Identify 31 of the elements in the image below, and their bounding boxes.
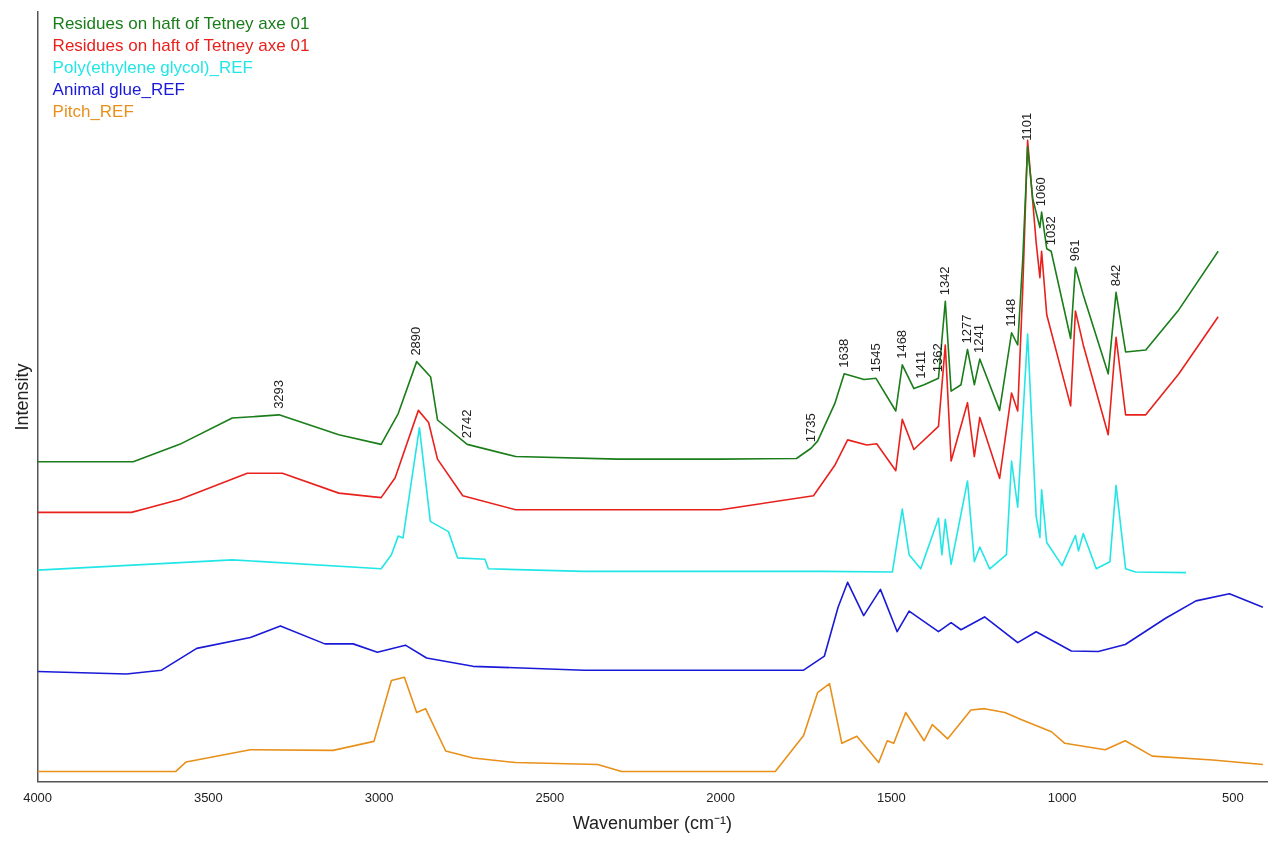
text: Animal glue_REF xyxy=(52,80,185,100)
x-tick-label: 2000 xyxy=(706,790,736,806)
x-tick-label: 2500 xyxy=(535,790,565,806)
x-tick-label: 3000 xyxy=(364,790,394,806)
x-tick-label: 1000 xyxy=(1047,790,1077,806)
annotation: 1735 xyxy=(802,413,818,443)
annotation: 2742 xyxy=(458,409,474,439)
annotation: 3293 xyxy=(270,379,286,409)
annotation: 1101 xyxy=(1019,112,1035,141)
text: Residues on haft of Tetney axe 01 xyxy=(52,14,310,34)
annotation: 842 xyxy=(1107,264,1123,287)
x-tick-label: 500 xyxy=(1222,790,1244,806)
annotation: 1411 xyxy=(913,350,929,379)
annotation: 1545 xyxy=(867,343,883,373)
x-axis-title: Wavenumber (cm⁻¹) xyxy=(572,813,732,834)
x-tick-label: 3500 xyxy=(193,790,223,806)
text: Poly(ethylene glycol)_REF xyxy=(52,58,253,78)
annotation: 1638 xyxy=(835,338,851,368)
annotation: 1362 xyxy=(930,343,946,373)
annotation: 1032 xyxy=(1042,216,1058,246)
annotation: 1060 xyxy=(1033,177,1049,207)
text: Pitch_REF xyxy=(52,102,134,122)
annotation: 1342 xyxy=(936,266,952,296)
y-axis-title: Intensity xyxy=(11,363,32,431)
text: Residues on haft of Tetney axe 01 xyxy=(52,36,310,56)
annotation: 1468 xyxy=(893,329,909,359)
annotation: 1148 xyxy=(1003,298,1019,327)
annotation: 961 xyxy=(1067,239,1082,262)
x-tick-label: 4000 xyxy=(23,790,53,806)
x-tick-label: 1500 xyxy=(876,790,906,806)
annotation: 2890 xyxy=(408,326,424,356)
